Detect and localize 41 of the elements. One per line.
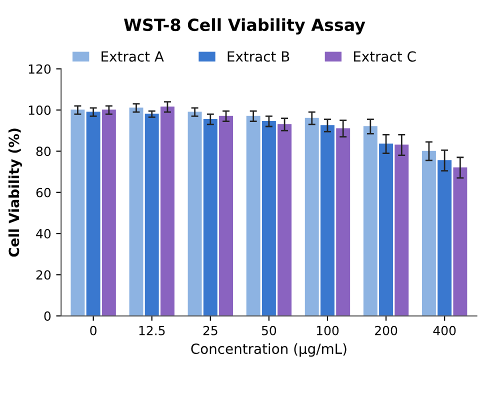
bar bbox=[453, 167, 468, 316]
x-tick-label: 400 bbox=[433, 326, 456, 336]
bar bbox=[278, 124, 292, 316]
bar bbox=[129, 108, 144, 316]
x-axis-title: Concentration (µg/mL) bbox=[191, 343, 346, 357]
y-axis-title: Cell Viability (%) bbox=[8, 128, 22, 257]
x-tick-label: 50 bbox=[262, 326, 276, 336]
bar bbox=[160, 106, 174, 316]
x-tick-label: 200 bbox=[375, 326, 398, 336]
bar bbox=[422, 150, 436, 316]
bar bbox=[379, 144, 394, 316]
y-tick-label: 0 bbox=[44, 311, 51, 321]
bar bbox=[262, 121, 276, 316]
bar bbox=[102, 110, 116, 316]
bar bbox=[304, 118, 319, 316]
y-tick-label: 20 bbox=[36, 270, 51, 280]
bar bbox=[320, 125, 334, 316]
bar bbox=[144, 114, 159, 316]
y-tick-label: 40 bbox=[36, 229, 51, 238]
legend-label: Extract B bbox=[228, 51, 290, 62]
bar bbox=[394, 144, 409, 316]
y-tick-label: 80 bbox=[36, 146, 51, 156]
bar bbox=[438, 160, 452, 316]
bar bbox=[188, 112, 202, 316]
y-tick-label: 100 bbox=[28, 105, 51, 115]
legend-label: Extract A bbox=[102, 51, 164, 62]
bar bbox=[203, 118, 218, 316]
bar bbox=[86, 112, 100, 316]
x-tick-label: 100 bbox=[316, 326, 339, 336]
bar bbox=[219, 116, 234, 316]
x-tick-label: 0 bbox=[90, 326, 96, 336]
y-tick-label: 120 bbox=[28, 64, 51, 74]
y-tick-label: 60 bbox=[36, 188, 51, 198]
bar bbox=[70, 110, 85, 316]
chart-title: WST-8 Cell Viability Assay bbox=[124, 18, 366, 34]
bar bbox=[336, 128, 350, 316]
bar bbox=[363, 126, 378, 316]
bar bbox=[246, 116, 260, 316]
legend-label: Extract C bbox=[354, 51, 416, 62]
x-tick-label: 25 bbox=[203, 326, 218, 336]
x-tick-label: 12.5 bbox=[139, 326, 165, 336]
